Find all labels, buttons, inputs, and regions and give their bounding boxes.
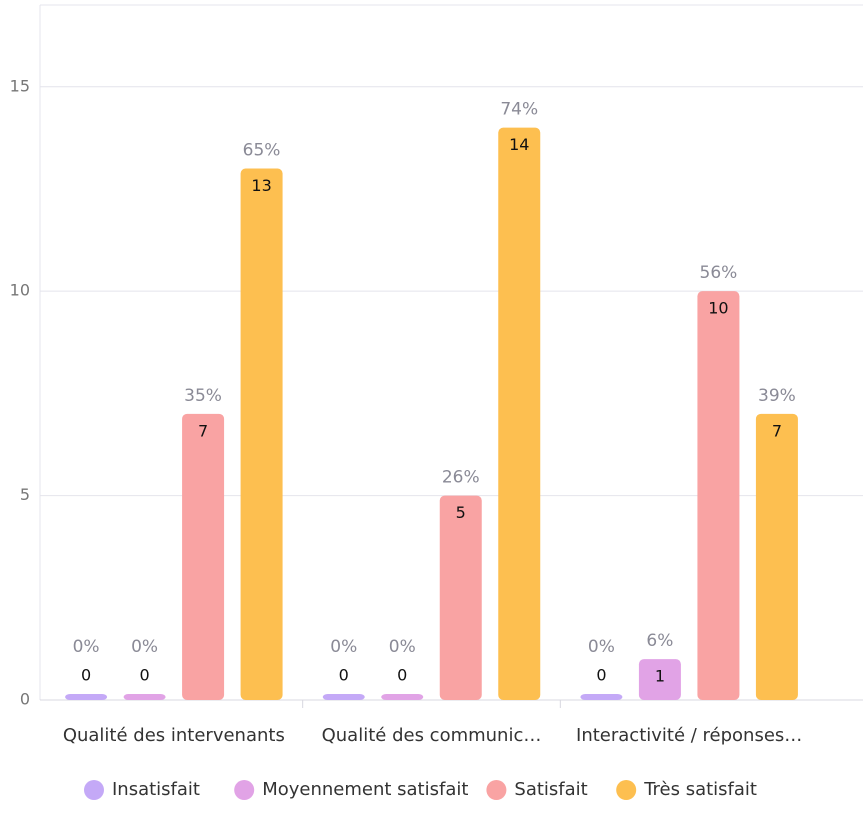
percent-label: 56% bbox=[700, 263, 738, 283]
bar bbox=[65, 694, 108, 700]
value-label: 0 bbox=[139, 666, 149, 685]
percent-label: 35% bbox=[184, 386, 222, 406]
bar bbox=[755, 413, 798, 700]
value-label: 7 bbox=[198, 421, 208, 440]
percent-label: 0% bbox=[588, 637, 615, 657]
legend-label: Moyennement satisfait bbox=[262, 779, 468, 800]
bar bbox=[439, 495, 482, 700]
bar bbox=[322, 694, 365, 700]
y-tick-label: 5 bbox=[20, 485, 30, 504]
value-label: 0 bbox=[596, 666, 606, 685]
percent-label: 6% bbox=[646, 631, 673, 651]
percent-label: 26% bbox=[442, 468, 480, 488]
legend-label: Satisfait bbox=[514, 779, 587, 800]
x-tick-label: Qualité des intervenants bbox=[63, 725, 285, 746]
percent-label: 39% bbox=[758, 386, 796, 406]
value-label: 1 bbox=[655, 667, 665, 686]
value-label: 0 bbox=[397, 666, 407, 685]
value-label: 7 bbox=[772, 421, 782, 440]
value-label: 13 bbox=[251, 176, 271, 195]
bar bbox=[638, 659, 681, 700]
percent-label: 65% bbox=[243, 141, 281, 161]
bar bbox=[182, 413, 225, 700]
legend-label: Insatisfait bbox=[112, 779, 200, 800]
value-label: 0 bbox=[81, 666, 91, 685]
y-tick-label: 15 bbox=[10, 76, 30, 95]
legend-swatch bbox=[616, 780, 637, 800]
y-tick-label: 0 bbox=[20, 690, 30, 709]
legend-swatch bbox=[234, 780, 255, 800]
bar bbox=[697, 291, 740, 700]
value-label: 5 bbox=[456, 503, 466, 522]
bar bbox=[580, 694, 623, 700]
legend-swatch bbox=[84, 780, 104, 800]
value-label: 0 bbox=[339, 666, 349, 685]
y-tick-label: 10 bbox=[10, 281, 30, 300]
percent-label: 74% bbox=[500, 100, 538, 120]
x-tick-label: Qualité des communic… bbox=[322, 725, 542, 746]
bar bbox=[240, 168, 283, 700]
bar bbox=[123, 694, 166, 700]
value-label: 10 bbox=[708, 299, 728, 318]
value-label: 14 bbox=[509, 135, 529, 154]
percent-label: 0% bbox=[389, 637, 416, 657]
percent-label: 0% bbox=[131, 637, 158, 657]
legend-swatch bbox=[486, 780, 507, 800]
legend-label: Très satisfait bbox=[643, 779, 757, 800]
bar bbox=[381, 694, 424, 700]
percent-label: 0% bbox=[73, 637, 100, 657]
x-tick-label: Interactivité / réponses… bbox=[576, 725, 802, 746]
percent-label: 0% bbox=[330, 637, 357, 657]
bar bbox=[498, 127, 541, 701]
